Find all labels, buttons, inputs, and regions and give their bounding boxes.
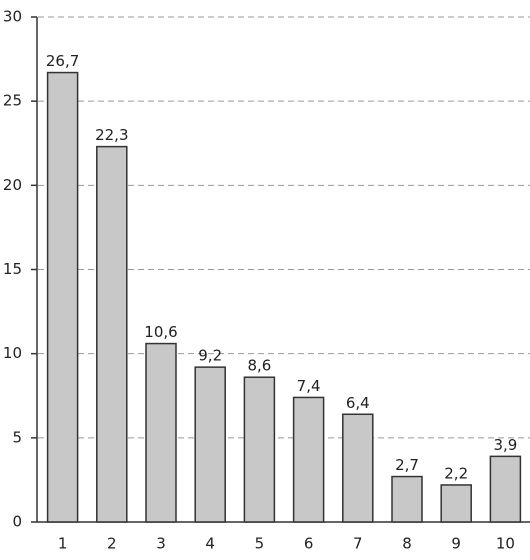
value-label: 2,7 [395,456,419,474]
bar [96,145,128,523]
value-label: 26,7 [46,52,79,70]
bar [391,475,423,523]
x-tick-label: 4 [205,535,215,553]
x-tick-label: 7 [353,535,363,553]
x-tick-label: 1 [58,535,68,553]
bar [292,396,325,523]
value-label: 3,9 [493,436,517,454]
bar [440,484,472,523]
x-tick-label: 6 [304,535,314,553]
bar [489,455,522,523]
y-tick-label: 10 [3,344,22,362]
value-label: 22,3 [95,126,128,144]
x-tick-label: 5 [255,535,265,553]
y-tick-label: 20 [3,176,22,194]
bar [342,413,374,523]
x-tick-label: 10 [496,535,515,553]
x-tick-label: 3 [156,535,166,553]
y-tick-label: 25 [3,92,22,110]
bar [243,376,276,523]
y-tick-label: 15 [3,260,22,278]
bar [194,366,226,523]
y-tick-label: 5 [12,428,22,446]
y-tick-label: 0 [12,513,22,531]
value-label: 6,4 [346,394,370,412]
value-label: 8,6 [247,357,271,375]
value-label: 9,2 [198,347,222,365]
y-tick-label: 30 [3,8,22,26]
x-tick-label: 9 [451,535,461,553]
value-label: 2,2 [444,464,468,482]
x-tick-label: 2 [107,535,117,553]
bar [46,71,79,523]
bar [145,342,177,523]
x-tick-label: 8 [402,535,412,553]
value-label: 10,6 [144,323,177,341]
value-label: 7,4 [297,377,321,395]
